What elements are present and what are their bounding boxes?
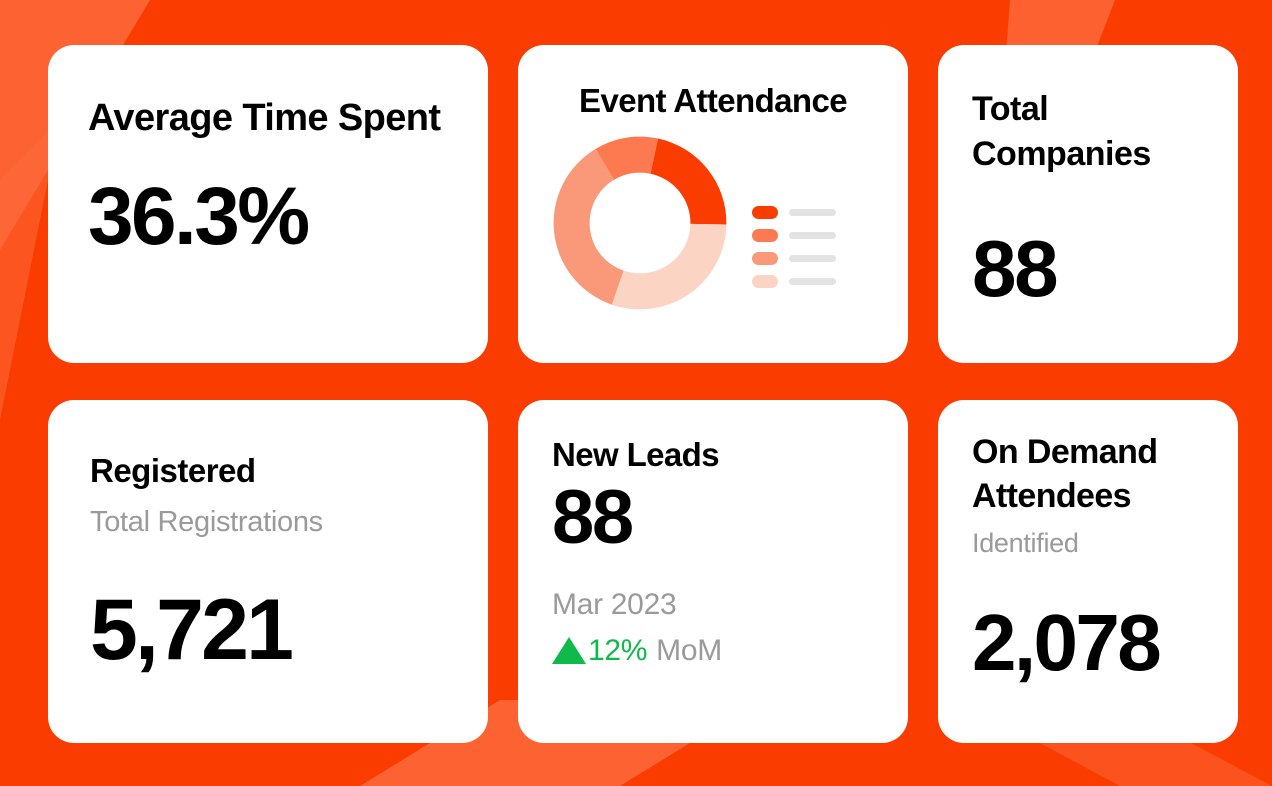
metric-value: 36.3% xyxy=(88,170,310,262)
trend-indicator: 12% MoM xyxy=(552,634,874,668)
metric-period: Mar 2023 xyxy=(552,587,677,621)
card-total-companies[interactable]: Total Companies 88 xyxy=(938,45,1238,363)
donut-legend-item-4[interactable] xyxy=(752,274,836,288)
card-title: Event Attendance xyxy=(579,82,848,119)
donut-legend xyxy=(752,158,836,288)
metric-value: 2,078 xyxy=(972,598,1162,688)
legend-label-placeholder xyxy=(789,231,836,239)
triangle-up-icon xyxy=(552,637,586,665)
card-registered[interactable]: Registered Total Registrations 5,721 xyxy=(48,400,488,743)
card-title: Total Companies xyxy=(972,90,1151,173)
card-average-time-spent[interactable]: Average Time Spent 36.3% xyxy=(48,45,488,363)
metric-value: 5,721 xyxy=(90,582,294,678)
donut-chart[interactable] xyxy=(550,133,730,313)
background-shape-left xyxy=(0,120,60,420)
card-title: New Leads xyxy=(552,436,720,473)
metric-value: 88 xyxy=(552,475,634,560)
donut-segment-1[interactable] xyxy=(650,138,727,225)
donut-segment-3[interactable] xyxy=(553,148,624,305)
donut-legend-item-1[interactable] xyxy=(752,205,836,219)
donut-segment-4[interactable] xyxy=(595,136,658,180)
card-new-leads[interactable]: New Leads 88 Mar 2023 12% MoM xyxy=(518,400,908,743)
legend-swatch-icon xyxy=(752,251,778,265)
donut-segment-2[interactable] xyxy=(611,223,727,309)
trend-label: MoM xyxy=(656,633,722,667)
trend-value: 12% xyxy=(588,633,648,667)
donut-legend-item-2[interactable] xyxy=(752,228,836,242)
card-subtitle: Identified xyxy=(972,528,1079,559)
legend-swatch-icon xyxy=(752,205,778,219)
legend-swatch-icon xyxy=(752,274,778,288)
card-title: Registered xyxy=(90,452,256,489)
card-event-attendance[interactable]: Event Attendance xyxy=(518,45,908,363)
metric-value: 88 xyxy=(972,223,1059,313)
donut-chart-container xyxy=(518,133,908,313)
card-title: On Demand Attendees xyxy=(972,433,1158,516)
legend-label-placeholder xyxy=(789,277,836,285)
card-subtitle: Total Registrations xyxy=(90,506,323,538)
donut-legend-item-3[interactable] xyxy=(752,251,836,265)
legend-swatch-icon xyxy=(752,228,778,242)
card-title: Average Time Spent xyxy=(88,97,441,139)
legend-label-placeholder xyxy=(789,254,836,262)
card-on-demand-attendees[interactable]: On Demand Attendees Identified 2,078 xyxy=(938,400,1238,743)
legend-label-placeholder xyxy=(789,208,836,216)
